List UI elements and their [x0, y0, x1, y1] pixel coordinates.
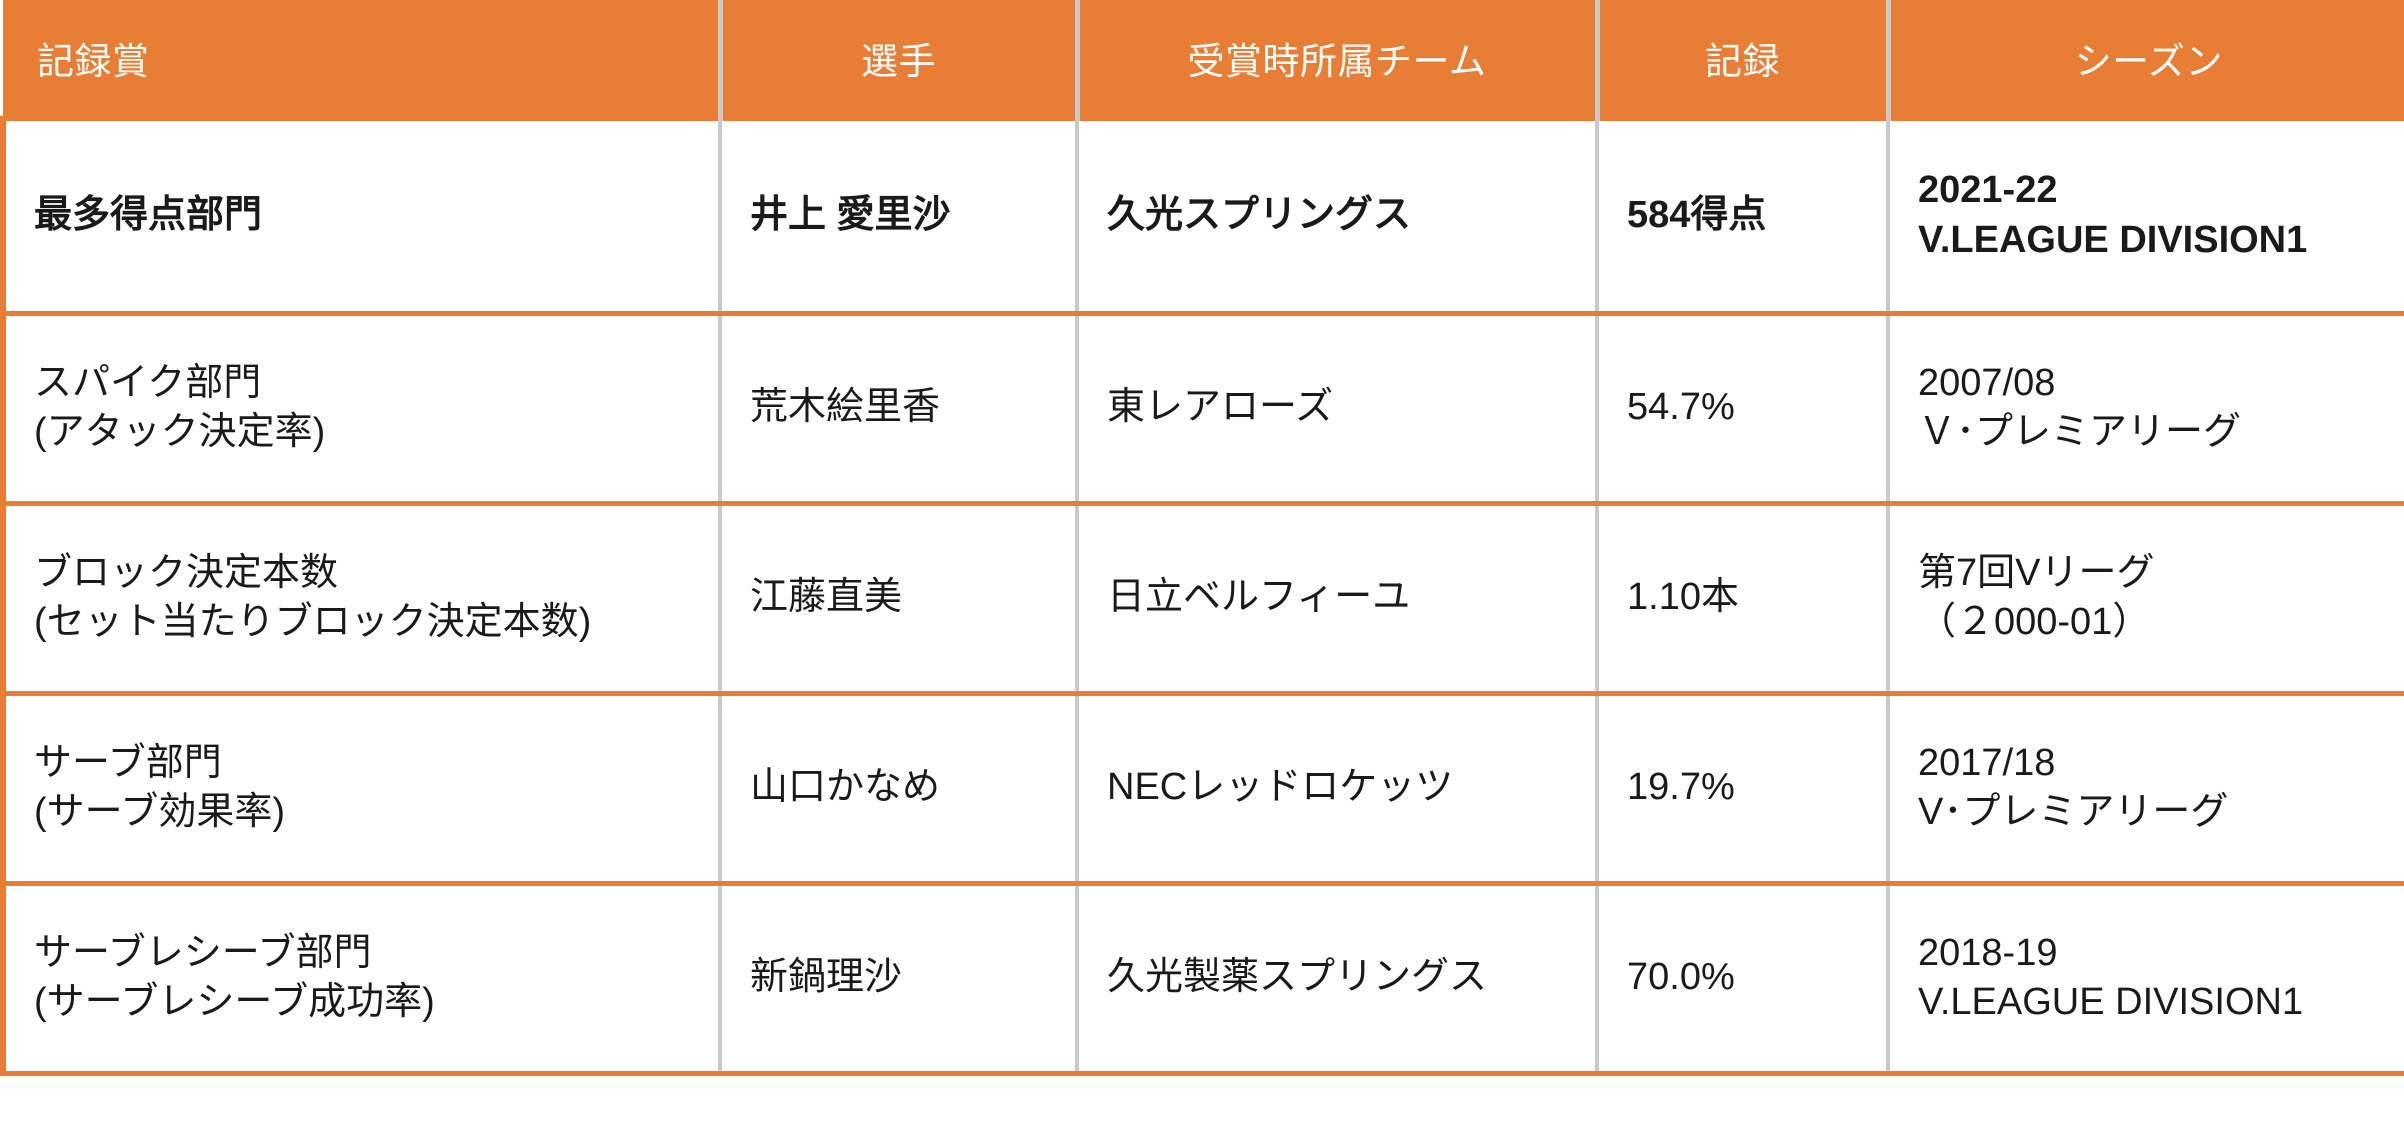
cell-award: サーブ部門 (サーブ効果率): [0, 690, 720, 886]
cell-player: 山口かなめ: [718, 690, 1077, 886]
cell-team: 久光製薬スプリングス: [1075, 880, 1597, 1076]
cell-award: 最多得点部門: [0, 115, 720, 316]
cell-team: 日立ベルフィーユ: [1075, 500, 1597, 696]
cell-team: 東レアローズ: [1075, 310, 1597, 506]
table-body: 最多得点部門 井上 愛里沙 久光スプリングス 584得点 2021-22 V.L…: [0, 115, 2404, 1076]
table-row: サーブレシーブ部門 (サーブレシーブ成功率) 新鍋理沙 久光製薬スプリングス 7…: [0, 880, 2404, 1076]
header-row: 記録賞 選手 受賞時所属チーム 記録 シーズン: [3, 0, 2404, 118]
cell-season: 2018-19 V.LEAGUE DIVISION1: [1886, 880, 2404, 1076]
cell-record: 19.7%: [1595, 690, 1888, 886]
column-header-record: 記録: [1594, 0, 1888, 118]
cell-record: 584得点: [1595, 115, 1888, 316]
cell-player: 荒木絵里香: [718, 310, 1077, 506]
cell-player: 井上 愛里沙: [718, 115, 1077, 316]
column-header-player: 選手: [717, 0, 1077, 118]
cell-team: NECレッドロケッツ: [1075, 690, 1597, 886]
column-header-award: 記録賞: [3, 0, 720, 118]
column-header-season: シーズン: [1885, 0, 2404, 118]
cell-team: 久光スプリングス: [1075, 115, 1597, 316]
cell-award: スパイク部門 (アタック決定率): [0, 310, 720, 506]
cell-player: 新鍋理沙: [718, 880, 1077, 1076]
cell-season: 2007/08 Ｖ･プレミアリーグ: [1886, 310, 2404, 506]
table-row: 最多得点部門 井上 愛里沙 久光スプリングス 584得点 2021-22 V.L…: [0, 115, 2404, 316]
table-row: サーブ部門 (サーブ効果率) 山口かなめ NECレッドロケッツ 19.7% 20…: [0, 690, 2404, 886]
cell-season: 第7回Vリーグ （２000-01）: [1886, 500, 2404, 696]
cell-record: 54.7%: [1595, 310, 1888, 506]
cell-record: 1.10本: [1595, 500, 1888, 696]
column-header-team: 受賞時所属チーム: [1074, 0, 1597, 118]
cell-award: サーブレシーブ部門 (サーブレシーブ成功率): [0, 880, 720, 1076]
cell-player: 江藤直美: [718, 500, 1077, 696]
cell-award: ブロック決定本数 (セット当たりブロック決定本数): [0, 500, 720, 696]
cell-record: 70.0%: [1595, 880, 1888, 1076]
table-row: ブロック決定本数 (セット当たりブロック決定本数) 江藤直美 日立ベルフィーユ …: [0, 500, 2404, 696]
record-award-table: 記録賞 選手 受賞時所属チーム 記録 シーズン 最多得点部門 井上 愛里沙 久光…: [0, 0, 2404, 1076]
cell-season: 2021-22 V.LEAGUE DIVISION1: [1886, 115, 2404, 316]
cell-season: 2017/18 V･プレミアリーグ: [1886, 690, 2404, 886]
table-header: 記録賞 選手 受賞時所属チーム 記録 シーズン: [3, 0, 2404, 118]
table-row: スパイク部門 (アタック決定率) 荒木絵里香 東レアローズ 54.7% 2007…: [0, 310, 2404, 506]
